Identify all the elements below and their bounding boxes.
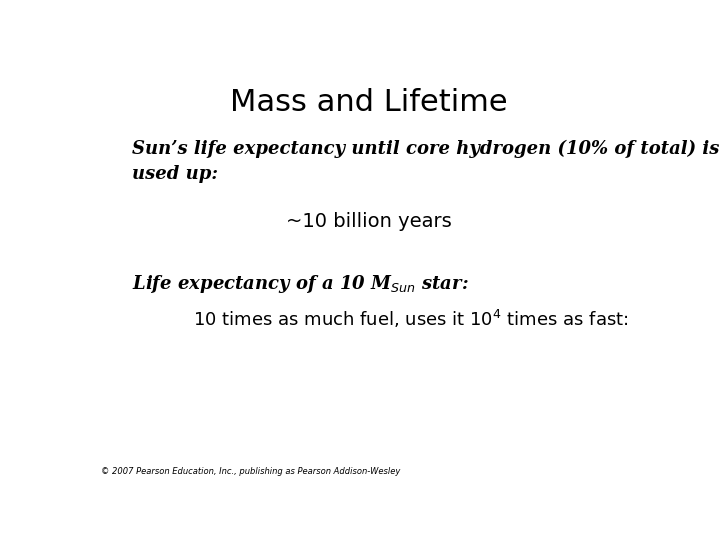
Text: Sun’s life expectancy until core hydrogen (10% of total) is
used up:: Sun’s life expectancy until core hydroge… [132,140,719,183]
Text: © 2007 Pearson Education, Inc., publishing as Pearson Addison-Wesley: © 2007 Pearson Education, Inc., publishi… [101,467,400,476]
Text: ~10 billion years: ~10 billion years [286,212,452,232]
Text: Mass and Lifetime: Mass and Lifetime [230,87,508,117]
Text: 10 times as much fuel, uses it 10$^4$ times as fast:: 10 times as much fuel, uses it 10$^4$ ti… [193,308,629,330]
Text: Life expectancy of a 10 M$_{\mathit{Sun}}$ star:: Life expectancy of a 10 M$_{\mathit{Sun}… [132,273,469,295]
